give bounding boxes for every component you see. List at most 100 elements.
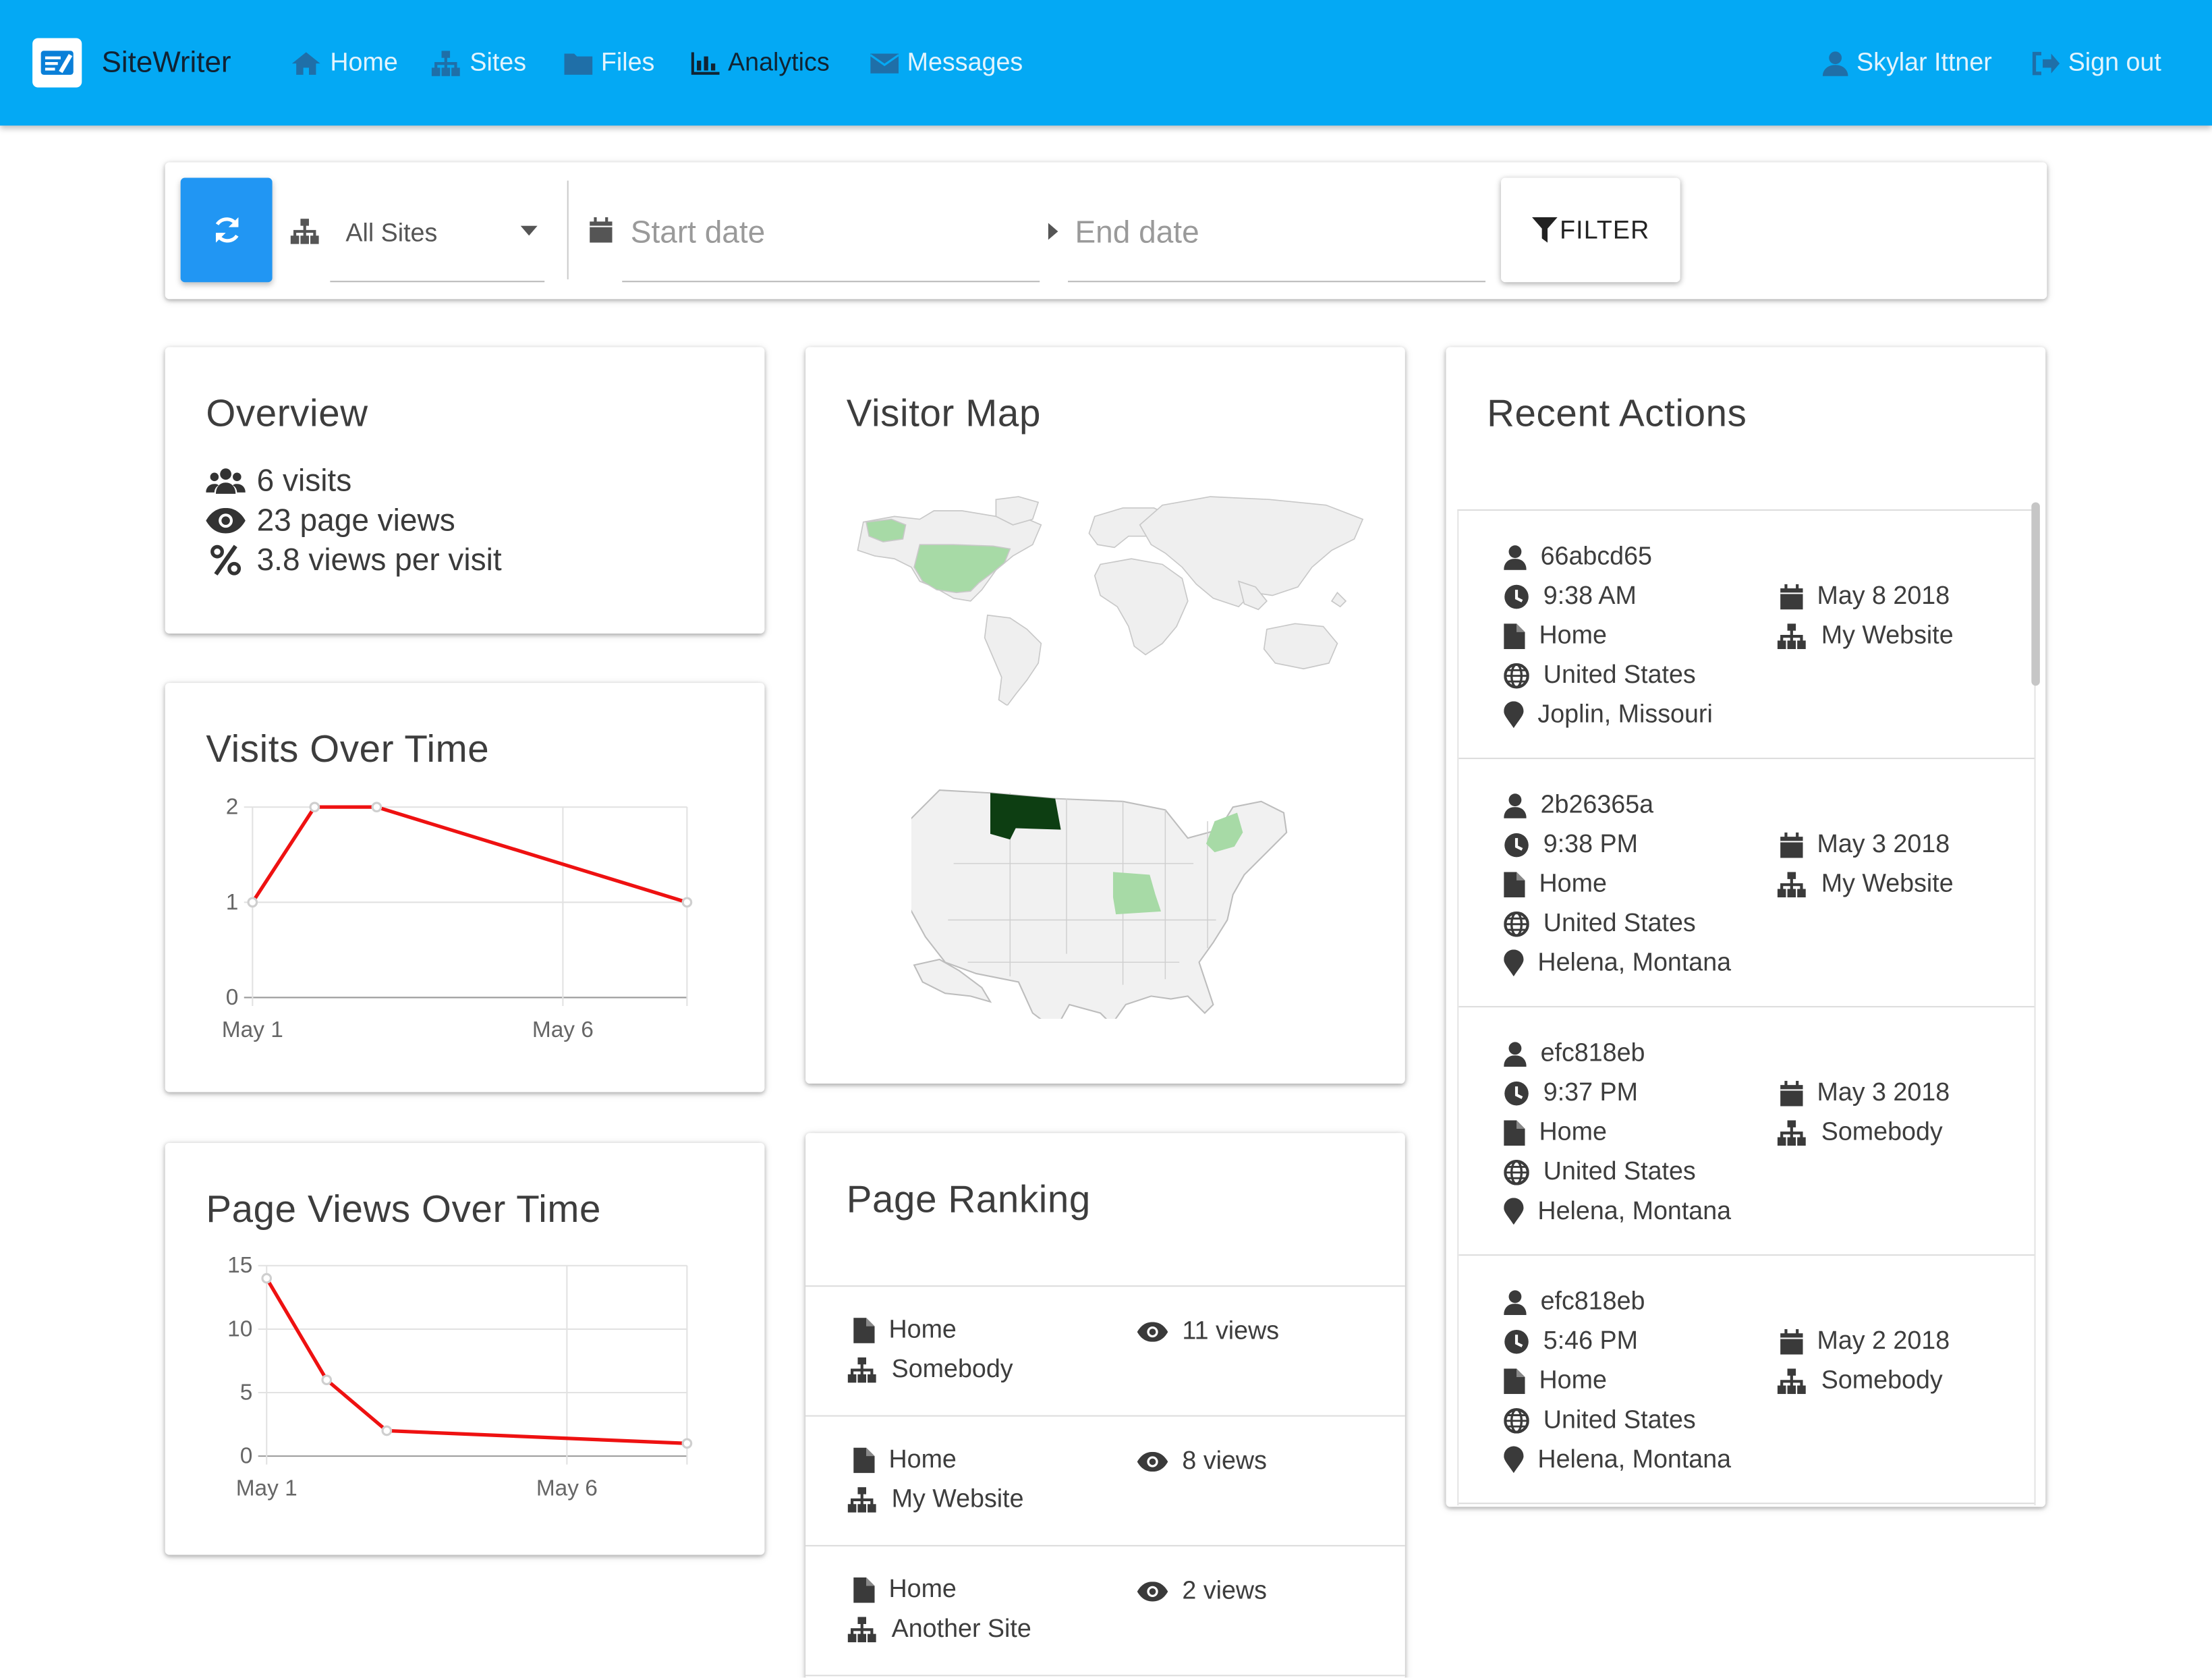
divider xyxy=(805,1544,1405,1546)
visitor-id: efc818eb xyxy=(1504,1287,1645,1316)
rank-site: Another Site xyxy=(847,1614,1031,1644)
rank-site: My Website xyxy=(847,1484,1024,1514)
recent-actions-title: Recent Actions xyxy=(1487,392,1747,435)
user-icon xyxy=(1504,793,1527,818)
map-marker-icon xyxy=(1504,1446,1524,1474)
rank-page: Home xyxy=(853,1315,957,1345)
divider xyxy=(1458,1254,2035,1256)
map-state-montana xyxy=(990,793,1061,840)
file-icon xyxy=(1504,623,1525,648)
x-tick-label: May 6 xyxy=(536,1476,598,1501)
nav-analytics[interactable]: Analytics xyxy=(691,48,830,78)
y-tick-label: 2 xyxy=(226,795,239,820)
nav-files[interactable]: Files xyxy=(564,48,654,78)
recent-action-item[interactable]: efc818eb 5:46 PM Home United States Helena, … xyxy=(1458,1256,2035,1505)
page-rank-item[interactable]: Home My Website 8 views xyxy=(805,1417,1405,1546)
home-icon xyxy=(291,51,320,74)
action-time: 9:38 AM xyxy=(1504,582,1637,611)
world-map xyxy=(857,496,1364,706)
eye-icon xyxy=(206,507,246,534)
y-tick-label: 0 xyxy=(240,1444,253,1469)
sitemap-icon xyxy=(1777,1119,1806,1146)
brand-name[interactable]: SiteWriter xyxy=(101,47,231,80)
alaska-outline xyxy=(913,958,992,1003)
divider xyxy=(1458,1503,2035,1505)
rank-page: Home xyxy=(853,1445,957,1474)
clock-icon xyxy=(1504,1329,1529,1353)
sitemap-icon xyxy=(847,1616,876,1642)
sign-out-icon xyxy=(2032,51,2060,75)
start-date-input[interactable]: Start date xyxy=(622,177,1040,283)
visits-stat: 6 visits xyxy=(206,463,351,499)
sign-out-link[interactable]: Sign out xyxy=(2031,48,2161,78)
divider xyxy=(567,180,569,280)
y-tick-label: 10 xyxy=(227,1316,252,1341)
eye-icon xyxy=(1137,1581,1168,1601)
folder-icon xyxy=(564,53,593,74)
sitewriter-logo[interactable] xyxy=(32,38,82,88)
recent-action-item[interactable]: efc818eb 9:37 PM Home United States Helena, … xyxy=(1458,1007,2035,1256)
sitemap-icon xyxy=(1777,623,1806,648)
filter-button[interactable]: FILTER xyxy=(1501,177,1680,283)
action-page: Home xyxy=(1504,869,1607,899)
scrollbar-thumb[interactable] xyxy=(2031,502,2040,686)
caret-right-icon xyxy=(1048,223,1058,240)
data-point xyxy=(261,1273,273,1284)
y-tick-label: 1 xyxy=(226,890,239,915)
end-date-input[interactable]: End date xyxy=(1068,177,1486,283)
sitemap-icon xyxy=(1777,1368,1806,1394)
filter-bar: All Sites Start date End date FILTER xyxy=(165,162,2047,300)
top-navbar: SiteWriter Home Sites Files Analytics Me… xyxy=(0,0,2212,126)
page-rank-item[interactable]: Home Another Site 2 views xyxy=(805,1546,1405,1677)
x-tick-label: May 1 xyxy=(236,1476,297,1501)
map-marker-icon xyxy=(1504,949,1524,977)
overview-title: Overview xyxy=(206,392,368,435)
refresh-button[interactable] xyxy=(180,177,273,283)
map-country-alaska xyxy=(865,518,907,542)
site-select[interactable]: All Sites xyxy=(330,177,545,283)
sitemap-icon xyxy=(290,219,319,244)
globe-icon xyxy=(1504,1407,1529,1433)
visitor-map-title: Visitor Map xyxy=(846,392,1042,435)
action-page: Home xyxy=(1504,1366,1607,1395)
usa-states-map xyxy=(911,789,1288,1019)
sitemap-icon xyxy=(847,1486,876,1512)
eye-icon xyxy=(1137,1321,1168,1341)
visitor-id: 66abcd65 xyxy=(1504,542,1652,571)
recent-action-item[interactable]: 66abcd65 9:38 AM Home United States Joplin, … xyxy=(1458,511,2035,760)
map-country-united-states xyxy=(913,544,1011,594)
globe-icon xyxy=(1504,1158,1529,1185)
series-line xyxy=(264,1277,687,1445)
x-tick-label: May 1 xyxy=(222,1017,283,1042)
visitor-map-card: Visitor Map xyxy=(805,347,1405,1084)
pageviews-over-time-card: Page Views Over Time 0 5 10 15 May 1 May 6 xyxy=(165,1142,765,1555)
visits-line-chart: 0 1 2 May 1 May 6 xyxy=(222,795,693,1042)
page-rank-item[interactable]: Home Somebody 11 views xyxy=(805,1287,1405,1417)
action-city: Joplin, Missouri xyxy=(1504,700,1713,729)
user-menu[interactable]: Skylar Ittner xyxy=(1822,48,1992,78)
map-state-new-york xyxy=(1206,812,1243,853)
divider xyxy=(1458,1006,2035,1008)
file-icon xyxy=(853,1447,875,1473)
calendar-icon xyxy=(1780,1080,1803,1106)
envelope-icon xyxy=(870,53,899,73)
action-date: May 3 2018 xyxy=(1780,1078,1950,1108)
recent-actions-list[interactable]: 66abcd65 9:38 AM Home United States Joplin, … xyxy=(1457,509,2036,1506)
data-point xyxy=(681,897,693,908)
nav-sites[interactable]: Sites xyxy=(430,48,526,78)
nav-messages[interactable]: Messages xyxy=(870,48,1023,78)
sitemap-icon xyxy=(1777,871,1806,897)
file-icon xyxy=(1504,1119,1525,1146)
data-point xyxy=(309,802,320,813)
pageviews-chart-title: Page Views Over Time xyxy=(206,1187,602,1231)
y-tick-label: 5 xyxy=(240,1380,253,1405)
recent-action-item[interactable]: 2b26365a 9:38 PM Home United States Helena, … xyxy=(1458,759,2035,1008)
calendar-icon xyxy=(1780,831,1803,858)
page-ranking-title: Page Ranking xyxy=(846,1178,1091,1221)
calendar-icon xyxy=(590,217,613,243)
action-country: United States xyxy=(1504,909,1696,939)
nav-home[interactable]: Home xyxy=(291,48,398,78)
map-marker-icon xyxy=(1504,1198,1524,1225)
action-site: Somebody xyxy=(1776,1117,1943,1147)
recent-actions-card: Recent Actions 66abcd65 9:38 AM Home United… xyxy=(1446,347,2046,1507)
